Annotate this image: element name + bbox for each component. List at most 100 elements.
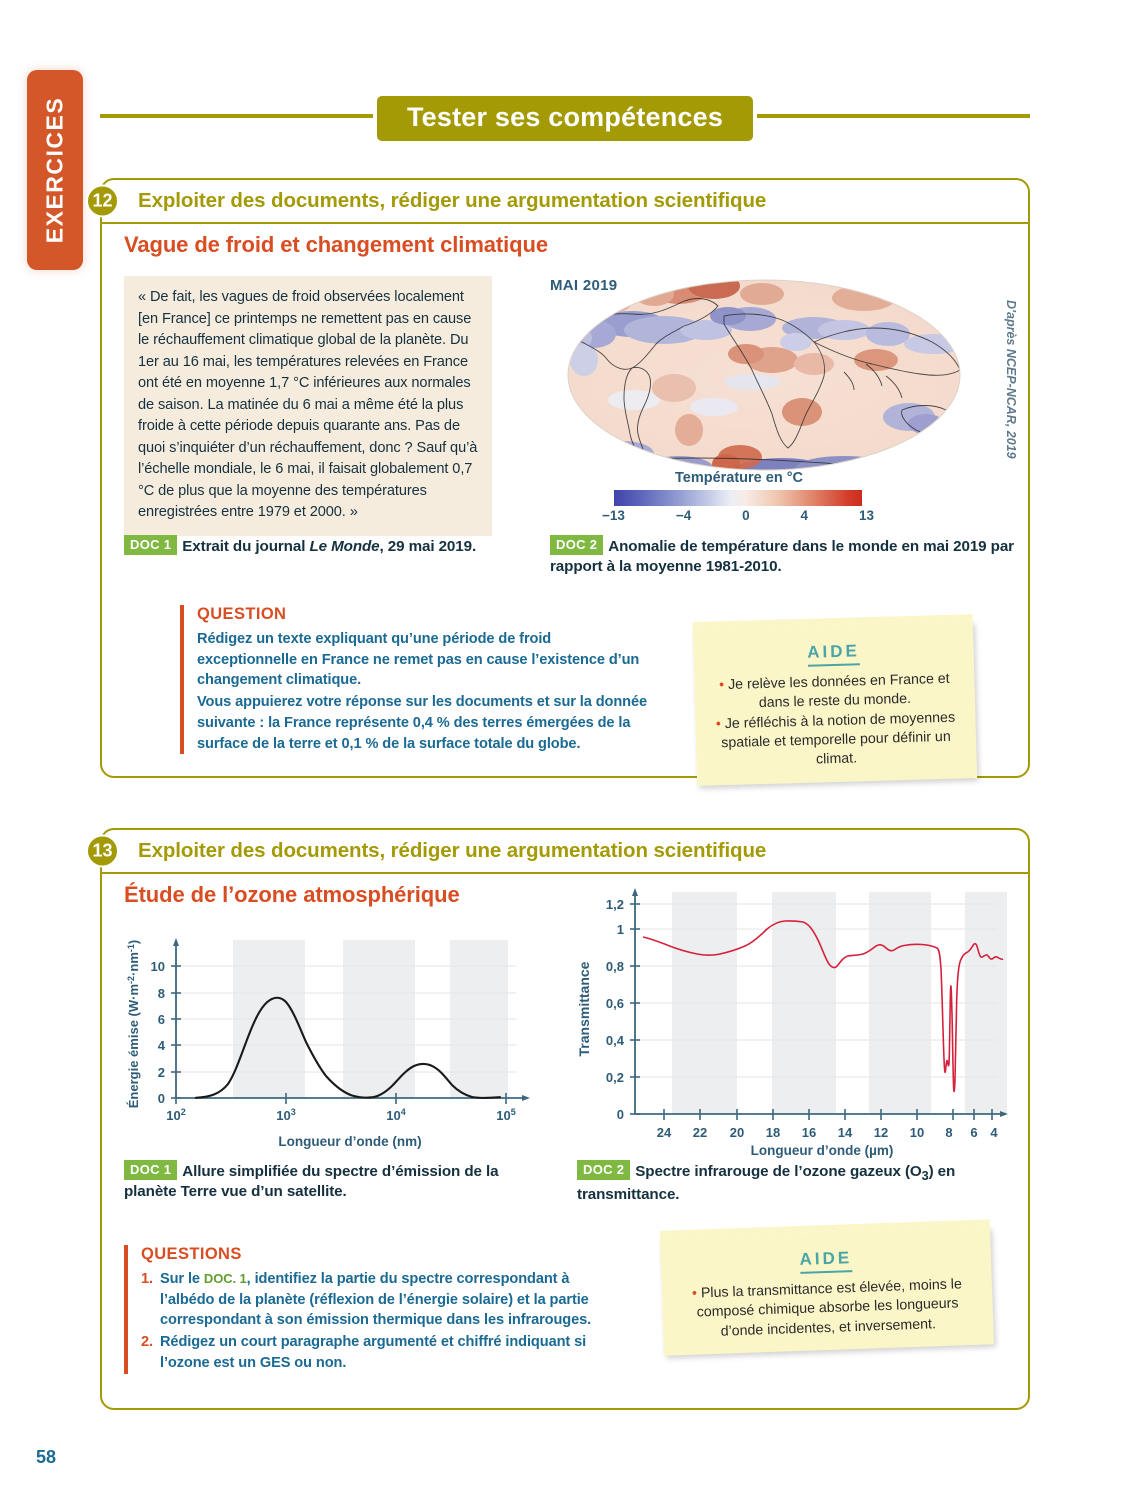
svg-text:16: 16 bbox=[802, 1125, 816, 1140]
question-text-1-pre: Sur le bbox=[159, 1271, 204, 1287]
doc1-chip-12: DOC 1 bbox=[124, 535, 178, 555]
question-item-2: 2. Rédigez un court paragraphe argumenté… bbox=[141, 1332, 624, 1373]
colorbar-tick-0: −13 bbox=[602, 508, 625, 523]
exercise-13-header: 13 Exploiter des documents, rédiger une … bbox=[86, 830, 1028, 874]
svg-text:0,6: 0,6 bbox=[606, 996, 624, 1011]
exercise-13-subtitle: Étude de l’ozone atmosphérique bbox=[124, 882, 460, 907]
svg-text:6: 6 bbox=[158, 1012, 165, 1027]
svg-text:Longueur d’onde (nm): Longueur d’onde (nm) bbox=[278, 1134, 421, 1149]
doc1-chip-13: DOC 1 bbox=[124, 1160, 178, 1180]
question-text-1: Sur le DOC. 1, identifiez la partie du s… bbox=[160, 1269, 624, 1331]
svg-text:0: 0 bbox=[158, 1091, 165, 1106]
exercise-13-number: 13 bbox=[86, 834, 119, 868]
aide-item-12-2: • Je réfléchis à la notion de moyennes s… bbox=[709, 708, 963, 773]
svg-text:0,4: 0,4 bbox=[606, 1033, 625, 1048]
question-item-1: 1. Sur le DOC. 1, identifiez la partie d… bbox=[141, 1269, 624, 1331]
bullet-icon: • bbox=[715, 715, 722, 732]
svg-text:102: 102 bbox=[166, 1107, 185, 1123]
bullet-icon: • bbox=[691, 1285, 698, 1302]
temperature-anomaly-map: MAI 2019 bbox=[514, 272, 1018, 527]
doc2-caption-text-12: Anomalie de température dans le monde en… bbox=[550, 538, 1014, 576]
svg-text:8: 8 bbox=[158, 986, 165, 1001]
chart-ozone-transmittance: 0 0,2 0,4 0,6 0,8 1 1,2 24 22 20 18 16 14 12 10 8 … bbox=[557, 874, 1017, 1159]
side-tab-label: EXERCICES bbox=[41, 96, 68, 244]
svg-text:0,2: 0,2 bbox=[606, 1070, 624, 1085]
colorbar-tick-2: 0 bbox=[742, 508, 750, 523]
questions-block-13: QUESTIONS 1. Sur le DOC. 1, identifiez l… bbox=[124, 1245, 624, 1374]
question-number-2: 2. bbox=[141, 1334, 153, 1351]
doc2-chip-13: DOC 2 bbox=[577, 1160, 631, 1180]
exercise-card-13: 13 Exploiter des documents, rédiger une … bbox=[86, 828, 1030, 1410]
doc1-caption-italic-12: Le Monde bbox=[309, 538, 380, 555]
aide-note-12: AIDE • Je relève les données en France e… bbox=[692, 614, 978, 786]
svg-text:103: 103 bbox=[276, 1107, 295, 1123]
question-text-12-line1: Rédigez un texte expliquant qu’une pério… bbox=[197, 631, 640, 689]
newspaper-extract: « De fait, les vagues de froid observées… bbox=[124, 276, 492, 536]
question-text-1-post: , identifiez la partie du spectre corres… bbox=[159, 1271, 592, 1329]
svg-text:104: 104 bbox=[386, 1107, 405, 1123]
torn-edge-decoration bbox=[692, 614, 973, 635]
map-source-credit: D'après NCEP-NCAR, 2019 bbox=[1004, 300, 1018, 459]
aide-note-13: AIDE • Plus la transmittance est élevée,… bbox=[659, 1219, 994, 1356]
exercise-12-title: Exploiter des documents, rédiger une arg… bbox=[138, 189, 767, 212]
questions-list-13: 1. Sur le DOC. 1, identifiez la partie d… bbox=[141, 1269, 624, 1374]
doc2-caption-block-13: DOC 2 Spectre infrarouge de l’ozone gazeu… bbox=[577, 1160, 1007, 1205]
exercices-side-tab: EXERCICES bbox=[27, 70, 83, 270]
svg-text:Longueur d’onde (µm): Longueur d’onde (µm) bbox=[751, 1143, 894, 1158]
svg-text:10: 10 bbox=[151, 959, 165, 974]
doc1-caption-block-12: DOC 1 Extrait du journal Le Monde, 29 mai… bbox=[124, 535, 504, 557]
colorbar-tick-3: 4 bbox=[800, 508, 809, 523]
colorbar-tick-1: −4 bbox=[675, 508, 692, 523]
question-doc-ref-1: DOC. 1 bbox=[203, 1271, 247, 1286]
exercise-card-12: 12 Exploiter des documents, rédiger une … bbox=[86, 178, 1030, 786]
exercise-12-subtitle: Vague de froid et changement climatique bbox=[124, 232, 548, 257]
page-banner: Tester ses compétences bbox=[100, 92, 1030, 146]
svg-text:0,8: 0,8 bbox=[606, 959, 624, 974]
question-block-12: QUESTION Rédigez un texte expliquant qu’… bbox=[180, 605, 650, 755]
emission-spectrum-svg: 0 2 4 6 8 10 102 103 104 105 Énergie émise (… bbox=[126, 938, 530, 1149]
svg-text:24: 24 bbox=[657, 1125, 672, 1140]
torn-edge-decoration bbox=[659, 1219, 991, 1244]
bullet-icon: • bbox=[718, 677, 725, 694]
exercise-13-title: Exploiter des documents, rédiger une arg… bbox=[138, 839, 767, 862]
svg-text:4: 4 bbox=[158, 1038, 166, 1053]
page-title: Tester ses compétences bbox=[372, 92, 758, 146]
svg-text:18: 18 bbox=[766, 1125, 780, 1140]
svg-text:8: 8 bbox=[945, 1125, 952, 1140]
world-map-graphic bbox=[567, 279, 961, 471]
page-number: 58 bbox=[36, 1447, 57, 1467]
svg-text:4: 4 bbox=[990, 1125, 998, 1140]
colorbar-ticks: −13 −4 0 4 13 bbox=[602, 508, 874, 523]
svg-text:Énergie émise (W·m-2·nm-1): Énergie émise (W·m-2·nm-1) bbox=[126, 940, 141, 1108]
colorbar-tick-4: 13 bbox=[858, 508, 874, 523]
doc2-caption-text-13a: Spectre infrarouge de l’ozone gazeux (O bbox=[635, 1163, 922, 1180]
aide-item-text-12-1: Je relève les données en France et dans … bbox=[727, 670, 950, 712]
aide-heading-12: AIDE bbox=[806, 641, 861, 667]
exercise-12-header: 12 Exploiter des documents, rédiger une … bbox=[86, 180, 1028, 224]
svg-text:1,2: 1,2 bbox=[606, 897, 624, 912]
doc1-caption-block-13: DOC 1 Allure simplifiée du spectre d’émis… bbox=[124, 1160, 524, 1202]
aide-item-text-12-2: Je réfléchis à la notion de moyennes spa… bbox=[721, 709, 956, 768]
chart-emission-spectrum: 0 2 4 6 8 10 102 103 104 105 Énergie émise (… bbox=[118, 924, 538, 1154]
svg-text:12: 12 bbox=[874, 1125, 888, 1140]
exercise-12-number: 12 bbox=[86, 184, 119, 218]
question-text-2: Rédigez un court paragraphe argumenté et… bbox=[159, 1334, 587, 1371]
question-heading-12: QUESTION bbox=[197, 605, 287, 623]
doc2-caption-text-13b: ) en transmittance. bbox=[577, 1163, 956, 1203]
aide-item-text-13-1: Plus la transmittance est élevée, moins … bbox=[696, 1276, 963, 1340]
svg-text:10: 10 bbox=[910, 1125, 924, 1140]
svg-text:Transmittance: Transmittance bbox=[576, 961, 592, 1056]
questions-heading-13: QUESTIONS bbox=[141, 1245, 242, 1263]
svg-text:0: 0 bbox=[617, 1107, 624, 1122]
question-number-1: 1. bbox=[141, 1271, 153, 1287]
doc2-caption-sub-13: 3 bbox=[921, 1169, 929, 1184]
svg-text:2: 2 bbox=[158, 1065, 165, 1080]
question-text-12-line2: Vous appuierez votre réponse sur les doc… bbox=[197, 694, 648, 752]
svg-text:22: 22 bbox=[693, 1125, 707, 1140]
svg-text:6: 6 bbox=[970, 1125, 977, 1140]
doc1-caption-text-12b: , 29 mai 2019. bbox=[379, 538, 477, 555]
aide-item-13-1: • Plus la transmittance est élevée, moin… bbox=[676, 1275, 980, 1343]
doc1-caption-text-12a: Extrait du journal bbox=[182, 538, 310, 555]
doc1-caption-text-13: Allure simplifiée du spectre d’émission … bbox=[124, 1163, 499, 1201]
svg-text:105: 105 bbox=[496, 1107, 515, 1123]
